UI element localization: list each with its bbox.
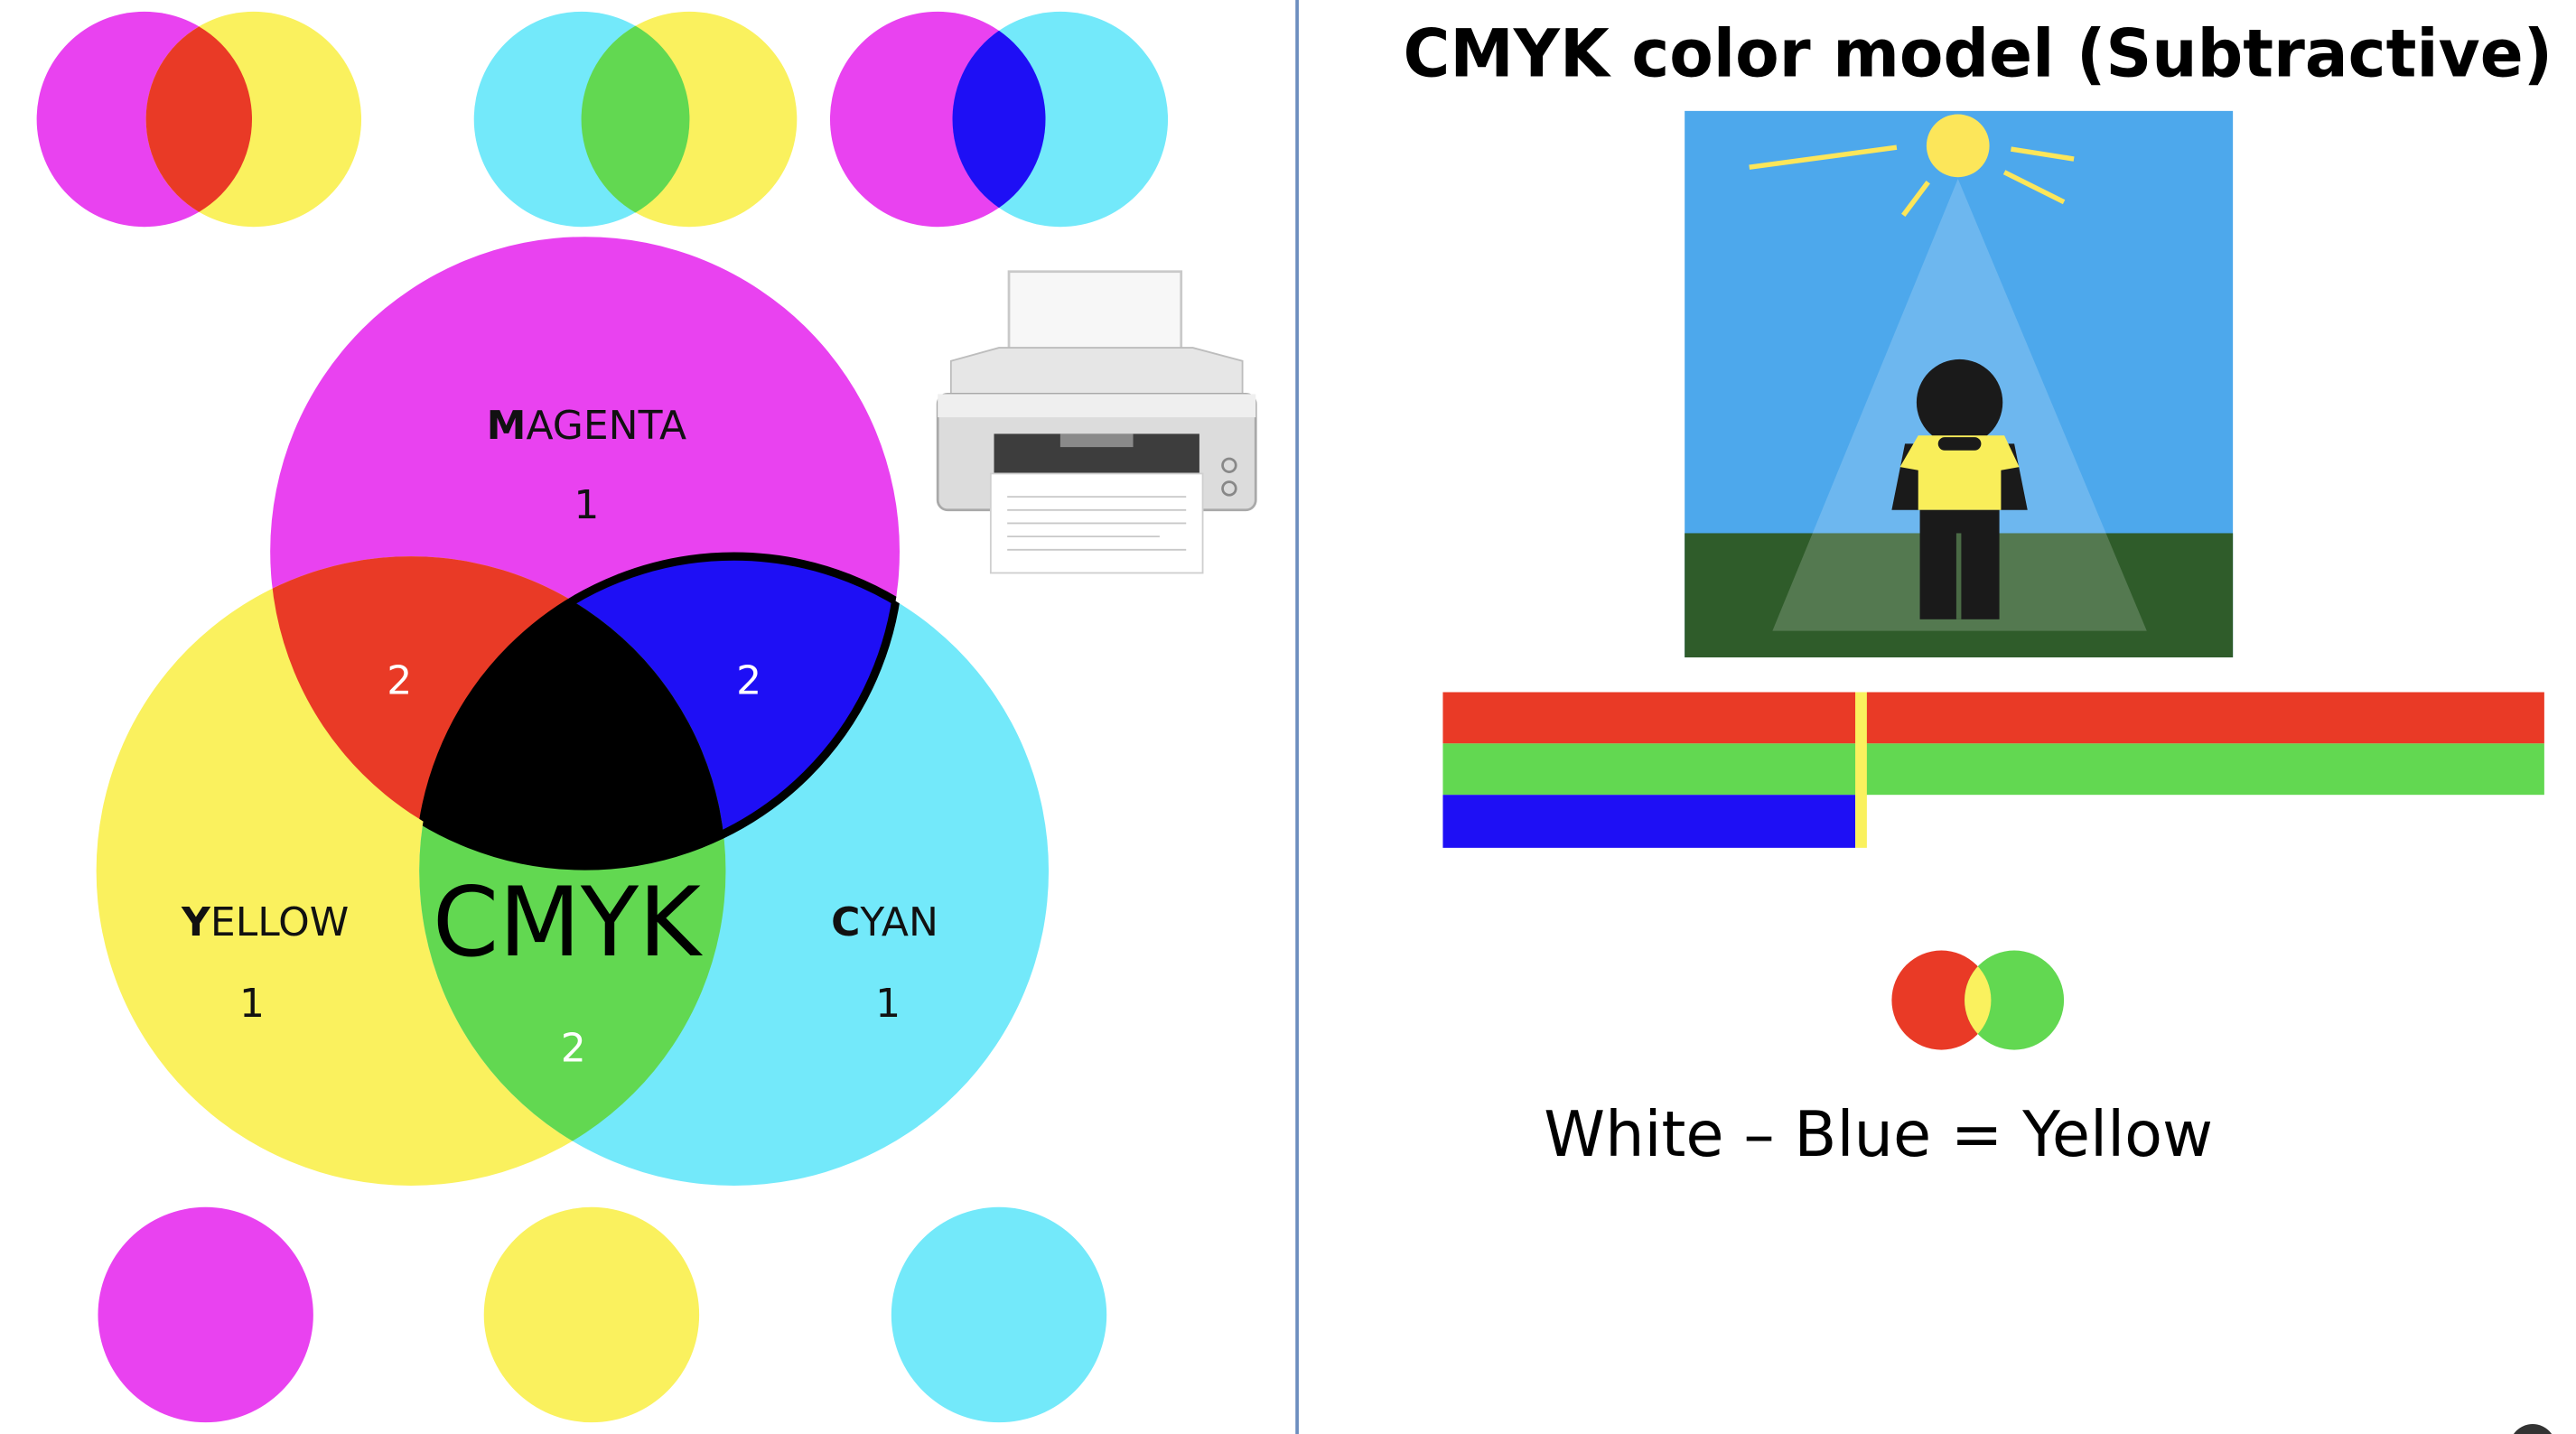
pair-magenta-yellow	[36, 11, 362, 228]
cyan-label: CYAN	[831, 899, 938, 945]
cyan-initial: C	[831, 899, 860, 945]
pair2-green-overlap	[581, 25, 690, 213]
pair-cyan-yellow	[473, 11, 798, 228]
yellow-rest: ELLOW	[210, 899, 349, 945]
cyan-rest: YAN	[859, 899, 938, 945]
bar-green	[1442, 743, 2544, 796]
cmyk-venn-diagram	[96, 237, 1050, 1186]
venn-blue-outline-a	[415, 552, 900, 867]
person-figure	[1891, 358, 2028, 619]
magenta-initial: M	[487, 403, 527, 449]
printer-icon	[936, 270, 1257, 574]
pair3-blue-overlap	[952, 30, 1046, 209]
red-overlap-count: 2	[387, 657, 412, 703]
sun-icon	[1926, 114, 1990, 178]
blue-overlap-count: 2	[736, 657, 761, 703]
corner-dot	[2513, 1424, 2553, 1434]
sun-person-scene	[1685, 110, 2234, 657]
venn-blue-outline-b	[419, 556, 904, 871]
yellow-label: YELLOW	[181, 899, 349, 945]
slide-title: CMYK color model (Subtractive)	[1403, 15, 2553, 92]
green-overlap-count: 2	[561, 1025, 586, 1071]
rgb-bars	[1442, 692, 2544, 848]
bar-marker	[1855, 692, 1867, 848]
bar-red	[1442, 692, 2544, 744]
yellow-initial: Y	[181, 899, 211, 945]
subtraction-equation: White – Blue = Yellow	[1544, 1098, 2213, 1171]
yellow-count: 1	[239, 981, 265, 1027]
pair-magenta-cyan	[829, 11, 1169, 228]
magenta-label: MAGENTA	[487, 403, 687, 449]
cmyk-center-label: CMYK	[433, 867, 703, 979]
bar-blue	[1442, 795, 1856, 848]
pair1-red-overlap	[145, 26, 253, 212]
bottom-yellow-circle	[483, 1206, 700, 1423]
magenta-count: 1	[574, 482, 599, 528]
bottom-cyan-circle	[891, 1206, 1107, 1423]
bottom-magenta-circle	[98, 1206, 313, 1423]
cyan-count: 1	[875, 981, 901, 1027]
red-green-overlap-icon	[1891, 950, 2065, 1050]
magenta-rest: AGENTA	[526, 403, 686, 449]
